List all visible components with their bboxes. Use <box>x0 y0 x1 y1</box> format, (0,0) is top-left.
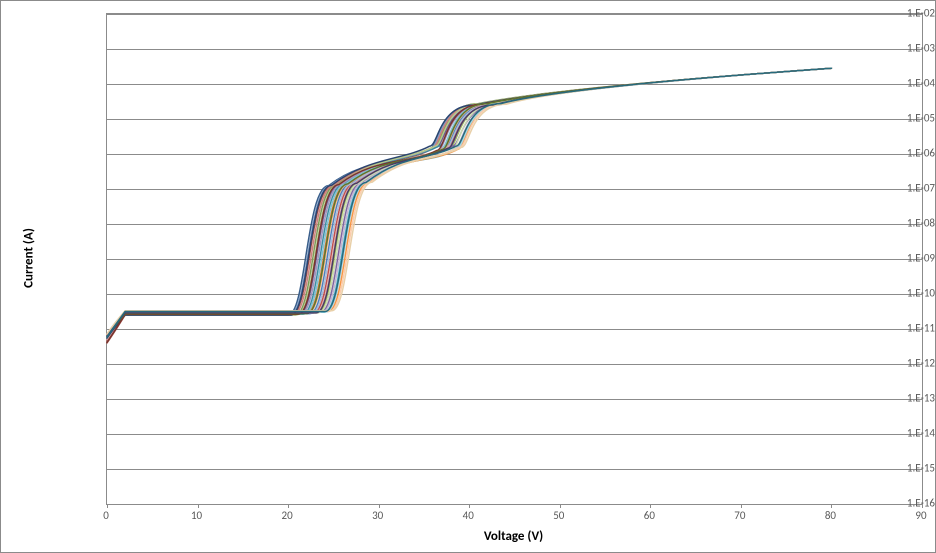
y-tick-label: 1.E-10 <box>838 287 935 300</box>
x-tick-label: 70 <box>734 509 745 522</box>
x-tick-label: 30 <box>372 509 383 522</box>
plot-area <box>106 13 923 505</box>
y-tick-label: 1.E-05 <box>838 112 935 125</box>
x-tick-label: 10 <box>191 509 202 522</box>
y-tick-label: 1.E-02 <box>838 7 935 20</box>
y-tick-label: 1.E-03 <box>838 42 935 55</box>
y-axis-label: Current (A) <box>22 228 37 288</box>
series-line <box>107 68 831 337</box>
x-tick-mark <box>288 504 289 508</box>
y-tick-label: 1.E-14 <box>838 427 935 440</box>
y-tick-label: 1.E-04 <box>838 77 935 90</box>
y-tick-label: 1.E-09 <box>838 252 935 265</box>
x-tick-mark <box>650 504 651 508</box>
y-tick-label: 1.E-07 <box>838 182 935 195</box>
x-tick-label: 90 <box>915 509 926 522</box>
x-tick-mark <box>469 504 470 508</box>
x-tick-label: 20 <box>282 509 293 522</box>
x-tick-label: 40 <box>463 509 474 522</box>
y-tick-label: 1.E-12 <box>838 357 935 370</box>
x-tick-mark <box>560 504 561 508</box>
y-tick-label: 1.E-06 <box>838 147 935 160</box>
x-tick-mark <box>198 504 199 508</box>
x-tick-mark <box>379 504 380 508</box>
chart-container: 1.E-02 1.E-03 1.E-04 1.E-05 1.E-06 1.E-07 1.E-… <box>0 0 936 553</box>
x-tick-mark <box>741 504 742 508</box>
x-tick-label: 0 <box>103 509 109 522</box>
y-tick-label: 1.E-13 <box>838 392 935 405</box>
x-tick-label: 60 <box>644 509 655 522</box>
x-tick-mark <box>831 504 832 508</box>
y-tick-label: 1.E-15 <box>838 462 935 475</box>
series-layer <box>107 14 922 504</box>
x-tick-label: 80 <box>825 509 836 522</box>
x-tick-mark <box>107 504 108 508</box>
grid-line-y <box>107 504 922 505</box>
x-tick-label: 50 <box>553 509 564 522</box>
y-tick-label: 1.E-08 <box>838 217 935 230</box>
y-tick-label: 1.E-16 <box>838 497 935 510</box>
y-tick-label: 1.E-11 <box>838 322 935 335</box>
x-axis-label: Voltage (V) <box>484 529 543 544</box>
